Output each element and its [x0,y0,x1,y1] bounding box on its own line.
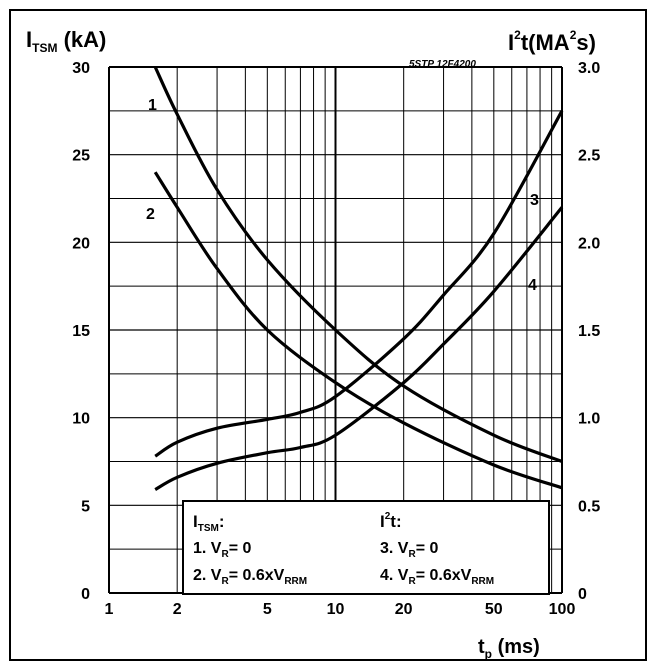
curves [153,66,564,491]
left-axis-title: ITSM (kA) [26,27,106,55]
legend-box [182,500,550,595]
x-tick-label: 1 [105,601,114,618]
x-tick-label: 10 [327,601,345,618]
legend: ITSM: 1. VR= 0 2. VR= 0.6xVRRM I2t: 3. V… [182,500,550,595]
curve-label-2: 2 [146,206,155,223]
legend-item-4: 4. VR= 0.6xVRRM [380,567,494,587]
left-tick-label: 25 [72,148,90,165]
legend-item-3: 3. VR= 0 [380,540,438,560]
curve-label-4: 4 [528,277,537,294]
part-id: 5STP 12F4200 [409,59,476,70]
x-tick-label: 20 [395,601,413,618]
curve-1 [153,66,563,463]
left-tick-label: 5 [81,498,90,515]
curve-label-1: 1 [148,97,157,114]
right-tick-label: 0 [578,586,587,603]
curve-2 [153,171,563,490]
legend-item-2: 2. VR= 0.6xVRRM [193,567,307,587]
left-tick-label: 10 [72,411,90,428]
curve-labels: 1 2 3 4 [146,97,539,294]
right-tick-label: 2.5 [578,148,600,165]
left-tick-label: 20 [72,235,90,252]
legend-left-header: ITSM: [193,512,225,534]
curve-label-3: 3 [530,192,539,209]
curve-4 [154,206,564,491]
x-tick-label: 5 [263,601,272,618]
x-axis-title: tp (ms) [478,636,540,661]
x-tick-label: 100 [549,601,576,618]
left-tick-label: 30 [72,60,90,77]
x-tick-label: 2 [173,601,182,618]
right-axis-title: I2t(MA2s) [508,28,596,55]
left-tick-label: 15 [72,323,90,340]
right-tick-label: 2.0 [578,235,600,252]
right-tick-label: 0.5 [578,498,600,515]
legend-item-1: 1. VR= 0 [193,540,251,560]
curve-3 [154,110,564,458]
legend-right-header: I2t: [380,511,402,531]
left-tick-label: 0 [81,586,90,603]
x-tick-label: 50 [485,601,503,618]
right-tick-label: 1.5 [578,323,600,340]
right-tick-label: 1.0 [578,411,600,428]
right-tick-label: 3.0 [578,60,600,77]
